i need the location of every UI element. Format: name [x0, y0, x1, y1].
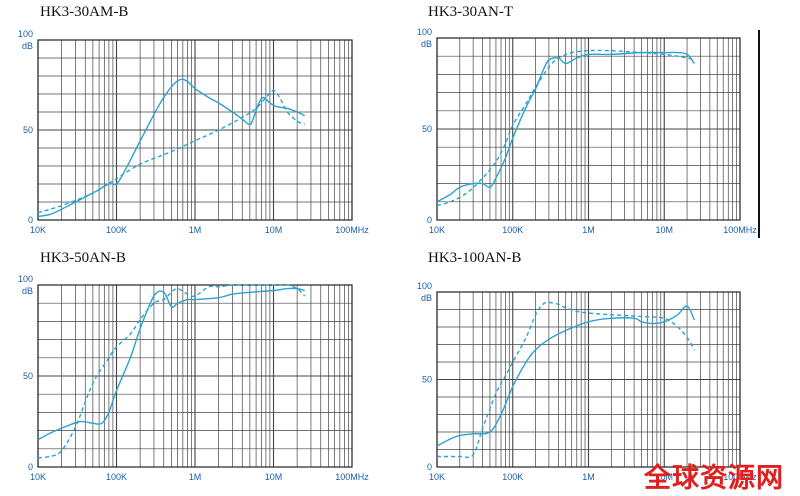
- x-tick-label: 100K: [106, 472, 127, 482]
- series-line-dashed: [37, 284, 306, 459]
- y-axis-unit: dB: [421, 39, 432, 49]
- x-tick-label: 100K: [106, 225, 127, 235]
- x-tick-label: 100MHz: [723, 472, 757, 482]
- y-tick-label: 0: [28, 462, 33, 472]
- plot-frame: [436, 37, 741, 221]
- chart-title: HK3-100AN-B: [428, 250, 522, 266]
- y-axis-unit: dB: [22, 41, 33, 51]
- x-tick-label: 100MHz: [723, 225, 757, 235]
- series-line-solid: [37, 78, 306, 218]
- y-tick-label: 100: [417, 27, 432, 37]
- x-tick-label: 10K: [429, 225, 445, 235]
- chart-title: HK3-30AM-B: [40, 4, 129, 20]
- x-tick-label: 1M: [582, 225, 595, 235]
- chart-title: HK3-30AN-T: [428, 4, 513, 20]
- x-tick-label: 1M: [189, 225, 202, 235]
- y-tick-label: 50: [422, 375, 432, 385]
- x-tick-label: 100K: [502, 472, 523, 482]
- plot-frame: [37, 39, 353, 221]
- grid: [436, 37, 741, 221]
- series-line-dashed: [436, 49, 695, 207]
- panel-divider: [758, 30, 760, 238]
- x-tick-label: 10K: [30, 225, 46, 235]
- y-tick-label: 0: [427, 462, 432, 472]
- y-tick-label: 100: [18, 274, 33, 284]
- y-tick-label: 0: [427, 215, 432, 225]
- grid: [37, 284, 353, 468]
- chart-title: HK3-50AN-B: [40, 250, 126, 266]
- y-tick-label: 50: [23, 125, 33, 135]
- x-tick-label: 10K: [30, 472, 46, 482]
- x-tick-label: 100K: [502, 225, 523, 235]
- x-tick-label: 10M: [655, 225, 673, 235]
- plot-frame: [436, 291, 741, 468]
- x-tick-label: 10K: [429, 472, 445, 482]
- x-tick-label: 10M: [265, 225, 283, 235]
- series-line-solid: [37, 287, 305, 441]
- x-tick-label: 1M: [582, 472, 595, 482]
- watermark: 全球资源网: [644, 463, 784, 494]
- grid: [436, 291, 741, 468]
- y-tick-label: 50: [422, 124, 432, 134]
- series-line-solid: [436, 305, 696, 447]
- x-tick-label: 100MHz: [335, 472, 369, 482]
- x-tick-label: 100MHz: [335, 225, 369, 235]
- grid: [37, 39, 353, 221]
- x-tick-label: 1M: [189, 472, 202, 482]
- series-line-dashed: [437, 301, 696, 458]
- series-line-dashed: [37, 89, 306, 214]
- y-tick-label: 50: [23, 371, 33, 381]
- y-axis-unit: dB: [421, 293, 432, 303]
- x-tick-label: 10M: [655, 472, 673, 482]
- y-tick-label: 100: [417, 281, 432, 291]
- y-tick-label: 0: [28, 215, 33, 225]
- plot-frame: [37, 284, 353, 468]
- y-axis-unit: dB: [22, 286, 33, 296]
- y-tick-label: 100: [18, 29, 33, 39]
- x-tick-label: 10M: [265, 472, 283, 482]
